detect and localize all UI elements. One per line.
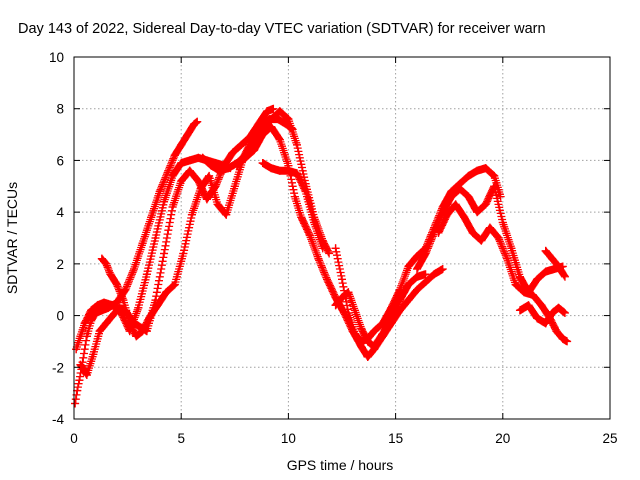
- axis-ticks: 0 5 10 15 20 25 -4 -2 0 2 4 6 8 10: [49, 50, 618, 446]
- series-markers: [331, 270, 429, 351]
- x-tick-label: 10: [281, 431, 296, 446]
- grid: [74, 57, 610, 419]
- y-axis-label: SDTVAR / TECUs: [4, 182, 20, 294]
- series-satellite-track-12: [515, 301, 569, 328]
- data-points: [71, 104, 572, 408]
- x-tick-label: 25: [602, 431, 617, 446]
- x-axis-label: GPS time / hours: [287, 457, 394, 473]
- series-markers: [232, 122, 447, 361]
- series-markers: [258, 159, 326, 251]
- series-satellite-track-7: [258, 159, 327, 253]
- y-tick-label: 10: [49, 50, 64, 65]
- y-tick-label: 0: [56, 309, 64, 324]
- series-markers: [413, 182, 567, 297]
- plot-frame: [73, 56, 611, 420]
- y-tick-label: -2: [52, 360, 64, 375]
- series-markers: [71, 118, 201, 408]
- chart-title: Day 143 of 2022, Sidereal Day-to-day VTE…: [18, 21, 546, 37]
- x-tick-label: 5: [177, 431, 185, 446]
- y-tick-label: 2: [56, 257, 64, 272]
- series-markers: [541, 246, 569, 280]
- x-tick-label: 20: [495, 431, 510, 446]
- x-tick-label: 15: [388, 431, 403, 446]
- series-satellite-track-13: [541, 246, 569, 281]
- y-tick-label: 8: [56, 102, 64, 117]
- series-markers: [516, 301, 569, 328]
- y-tick-label: 6: [56, 153, 64, 168]
- series-satellite-track-1: [71, 117, 202, 408]
- series-satellite-track-11: [434, 200, 572, 346]
- series-satellite-track-6: [232, 122, 447, 361]
- series-markers: [97, 115, 296, 341]
- series-satellite-track-10: [413, 182, 567, 297]
- y-tick-label: 4: [56, 205, 64, 220]
- x-tick-label: 0: [70, 431, 78, 446]
- series-satellite-track-9: [331, 270, 430, 351]
- series-markers: [434, 200, 571, 345]
- series-satellite-track-4: [97, 115, 297, 341]
- y-tick-label: -4: [52, 412, 64, 427]
